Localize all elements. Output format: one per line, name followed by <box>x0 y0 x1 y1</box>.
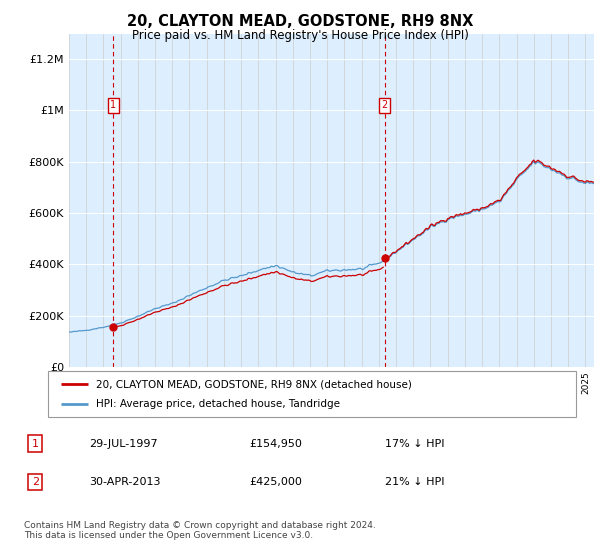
Text: 20, CLAYTON MEAD, GODSTONE, RH9 8NX: 20, CLAYTON MEAD, GODSTONE, RH9 8NX <box>127 14 473 29</box>
Text: 30-APR-2013: 30-APR-2013 <box>89 477 160 487</box>
Text: 17% ↓ HPI: 17% ↓ HPI <box>385 438 445 449</box>
Text: 1: 1 <box>110 100 116 110</box>
Text: 2: 2 <box>32 477 39 487</box>
Text: 2: 2 <box>382 100 388 110</box>
Text: Contains HM Land Registry data © Crown copyright and database right 2024.
This d: Contains HM Land Registry data © Crown c… <box>24 521 376 540</box>
Text: HPI: Average price, detached house, Tandridge: HPI: Average price, detached house, Tand… <box>95 399 340 409</box>
Text: Price paid vs. HM Land Registry's House Price Index (HPI): Price paid vs. HM Land Registry's House … <box>131 29 469 42</box>
Text: £154,950: £154,950 <box>250 438 302 449</box>
Text: 29-JUL-1997: 29-JUL-1997 <box>89 438 157 449</box>
Text: 1: 1 <box>32 438 39 449</box>
Text: 21% ↓ HPI: 21% ↓ HPI <box>385 477 445 487</box>
Text: 20, CLAYTON MEAD, GODSTONE, RH9 8NX (detached house): 20, CLAYTON MEAD, GODSTONE, RH9 8NX (det… <box>95 379 412 389</box>
Text: £425,000: £425,000 <box>250 477 302 487</box>
